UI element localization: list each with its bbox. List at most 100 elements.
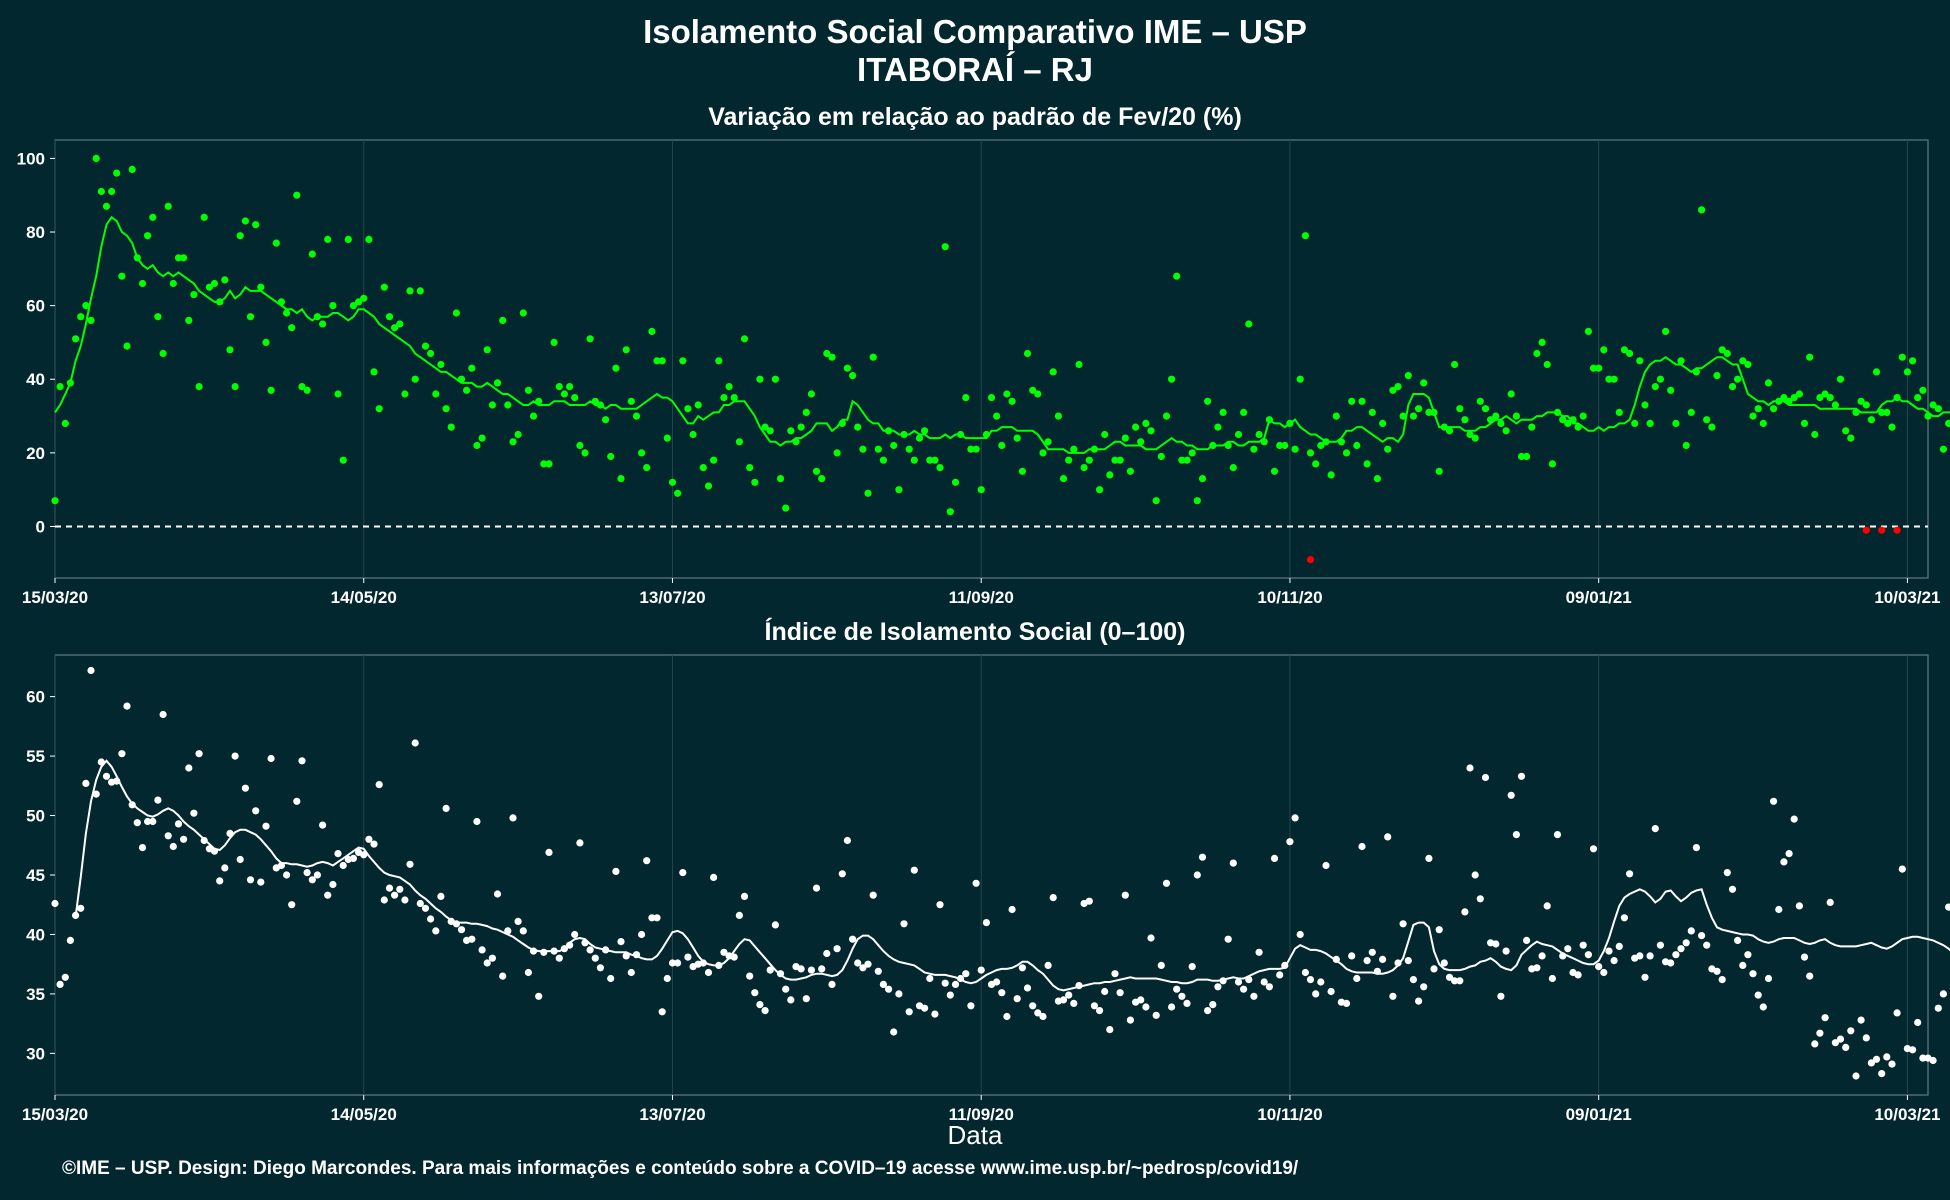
data-point	[586, 335, 594, 343]
data-point	[1739, 357, 1747, 365]
data-point	[1600, 968, 1608, 977]
x-tick-label: 10/11/20	[1257, 588, 1322, 607]
data-point	[1219, 408, 1227, 416]
data-point	[375, 405, 383, 413]
data-point	[1322, 438, 1330, 446]
data-point	[1152, 497, 1160, 505]
data-point	[277, 861, 285, 870]
data-point	[1435, 467, 1443, 475]
data-point	[967, 445, 975, 453]
data-point	[1471, 434, 1479, 442]
x-tick-label: 13/07/20	[639, 1105, 705, 1124]
data-point	[1018, 467, 1026, 475]
data-point	[349, 302, 357, 310]
data-point	[1914, 1018, 1922, 1027]
data-point	[1157, 961, 1165, 970]
data-point	[879, 456, 888, 464]
data-point	[524, 386, 533, 394]
data-point	[859, 964, 867, 972]
data-point	[576, 839, 584, 847]
data-point	[437, 892, 445, 901]
data-point	[1795, 902, 1803, 910]
data-point	[1806, 353, 1814, 361]
data-point	[1461, 416, 1469, 424]
data-point	[1651, 383, 1659, 391]
data-point	[1394, 383, 1402, 391]
data-point	[1466, 430, 1474, 439]
data-point	[1800, 419, 1809, 427]
data-point	[668, 959, 677, 967]
data-point	[118, 272, 126, 280]
data-point	[1770, 797, 1778, 805]
data-point	[144, 232, 152, 240]
data-point	[1826, 394, 1834, 402]
data-point	[226, 829, 234, 838]
data-point	[138, 279, 147, 288]
data-point	[406, 287, 414, 295]
data-point	[519, 309, 527, 317]
data-point	[560, 945, 569, 953]
data-point	[740, 892, 749, 901]
data-point	[1168, 375, 1176, 383]
data-point	[1373, 967, 1381, 975]
data-point	[1569, 416, 1577, 424]
data-point	[1764, 974, 1773, 983]
y-tick-label: 80	[26, 223, 45, 242]
data-point	[684, 405, 692, 413]
data-point	[1065, 456, 1073, 464]
data-point	[1723, 869, 1731, 877]
data-point	[555, 954, 563, 962]
data-point	[1003, 390, 1011, 398]
data-point	[1847, 434, 1855, 442]
data-point	[1512, 831, 1520, 839]
data-point	[488, 401, 496, 409]
data-point	[1770, 405, 1778, 413]
negative-data-point	[1878, 526, 1886, 534]
data-point	[1656, 941, 1664, 949]
data-point	[859, 445, 867, 453]
data-point	[1502, 947, 1510, 955]
data-point	[1332, 955, 1340, 964]
y-tick-label: 55	[26, 747, 45, 766]
data-point	[1162, 879, 1171, 887]
data-point	[674, 959, 682, 967]
data-point	[1157, 452, 1165, 461]
data-point	[756, 375, 764, 383]
data-point	[653, 357, 661, 365]
data-point	[638, 930, 646, 939]
data-point	[1749, 970, 1757, 978]
data-point	[1836, 1035, 1845, 1043]
data-point	[92, 154, 100, 162]
data-point	[1934, 405, 1942, 413]
data-point	[699, 959, 707, 967]
data-point	[1471, 871, 1479, 879]
data-point	[812, 884, 821, 892]
data-point	[1734, 936, 1742, 945]
data-point	[1368, 408, 1376, 416]
data-point	[221, 864, 229, 872]
data-point	[1878, 408, 1886, 416]
data-point	[303, 869, 311, 877]
data-point	[1636, 357, 1644, 365]
data-point	[849, 935, 857, 943]
data-point	[874, 445, 882, 453]
data-point	[586, 946, 594, 954]
data-point	[931, 1010, 939, 1018]
data-point	[725, 383, 733, 391]
data-point	[1888, 1060, 1896, 1068]
data-point	[1533, 964, 1541, 972]
data-point	[226, 346, 234, 354]
data-point	[1620, 346, 1628, 354]
data-point	[303, 386, 311, 394]
data-point	[1934, 1004, 1942, 1012]
data-point	[216, 298, 224, 306]
data-point	[1440, 423, 1448, 431]
data-point	[1059, 996, 1068, 1004]
data-point	[921, 427, 929, 435]
data-point	[802, 408, 810, 416]
data-point	[746, 972, 754, 980]
data-point	[535, 992, 543, 1000]
data-point	[298, 383, 306, 391]
data-point	[519, 927, 527, 935]
data-point	[833, 449, 841, 457]
